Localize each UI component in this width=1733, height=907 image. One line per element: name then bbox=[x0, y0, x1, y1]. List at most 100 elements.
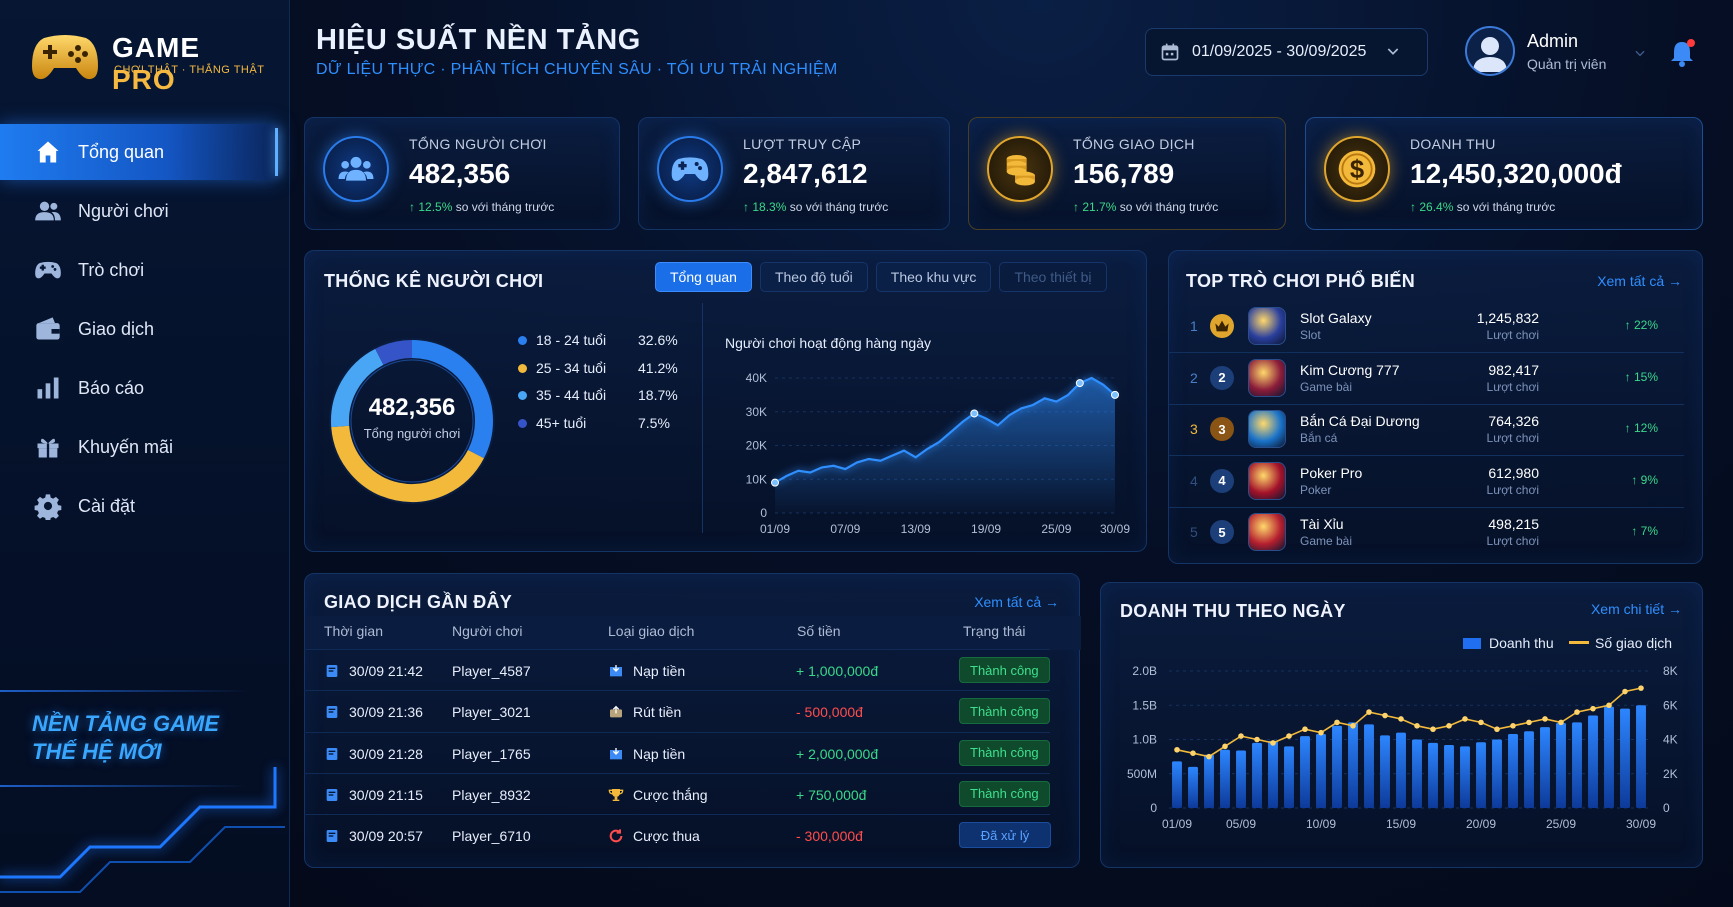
cell-time: 30/09 21:28 bbox=[324, 746, 423, 762]
legend-swatch bbox=[1569, 641, 1589, 644]
list-item[interactable]: 3 3 Bắn Cá Đại Dương Bắn cá 764,326 Lượt chơi… bbox=[1168, 405, 1684, 456]
game-thumbnail bbox=[1248, 461, 1286, 500]
legend-value: 32.6% bbox=[638, 332, 678, 348]
bar bbox=[1332, 725, 1342, 808]
game-plays: 1,245,832 bbox=[1476, 310, 1539, 326]
cell-player: Player_1765 bbox=[452, 745, 531, 762]
y-tick-label: 40K bbox=[746, 371, 767, 385]
table-row[interactable]: 30/09 21:42 Player_4587 Nạp tiền + 1,000,00… bbox=[304, 649, 1050, 690]
status-badge: Đã xử lý bbox=[959, 822, 1051, 849]
sidebar-item-players[interactable]: Người chơi bbox=[0, 183, 278, 239]
page-title: HIỆU SUẤT NỀN TẢNG bbox=[316, 24, 641, 56]
data-point bbox=[1238, 733, 1244, 739]
sidebar-slogan: NỀN TẢNG GAME THẾ HỆ MỚI bbox=[32, 711, 219, 764]
avatar bbox=[1465, 26, 1515, 76]
bar bbox=[1188, 766, 1198, 808]
data-point bbox=[1574, 709, 1580, 715]
list-item[interactable]: 4 4 Poker Pro Poker 612,980 Lượt chơi ↑ 9% bbox=[1168, 457, 1684, 508]
game-thumbnail bbox=[1248, 410, 1286, 448]
rank-badge bbox=[1210, 314, 1234, 338]
rank-badge: 4 bbox=[1210, 468, 1234, 493]
bar bbox=[1604, 706, 1614, 808]
donut-slice-4 bbox=[375, 340, 413, 366]
kpi-label: DOANH THU bbox=[1410, 136, 1496, 152]
sidebar-item-reports[interactable]: Báo cáo bbox=[0, 360, 278, 416]
data-point bbox=[1446, 723, 1452, 729]
game-trend: ↑ 7% bbox=[1631, 524, 1658, 538]
legend-swatch bbox=[1463, 638, 1481, 649]
kpi-card-transactions[interactable]: TỔNG GIAO DỊCH 156,789 ↑ 21.7% so với th… bbox=[968, 117, 1286, 230]
table-row[interactable]: 30/09 21:28 Player_1765 Nạp tiền + 2,000,00… bbox=[304, 731, 1050, 773]
sidebar-item-games[interactable]: Trò chơi bbox=[0, 242, 278, 298]
page-subtitle: DỮ LIỆU THỰC · PHÂN TÍCH CHUYÊN SÂU · TỐ… bbox=[316, 61, 838, 78]
list-item[interactable]: 1 Slot Galaxy Slot 1,245,832 Lượt chơi ↑ 22% bbox=[1168, 302, 1684, 353]
user-avatar-icon bbox=[1473, 37, 1507, 72]
time-text: 30/09 20:57 bbox=[349, 828, 423, 845]
table-row[interactable]: 30/09 20:57 Player_6710 Cược thua - 300,000… bbox=[304, 814, 1051, 855]
user-menu[interactable]: Admin Quản trị viên bbox=[1465, 26, 1665, 80]
kpi-icon: $ bbox=[1324, 136, 1390, 202]
sidebar: GAME PRO CHƠI THẬT · THẮNG THẬT Tổng qua… bbox=[0, 0, 290, 907]
data-point bbox=[1111, 390, 1119, 399]
cell-amount: + 2,000,000đ bbox=[796, 745, 879, 762]
cell-player: Player_3021 bbox=[452, 704, 531, 721]
divider bbox=[0, 785, 250, 787]
x-tick-label: 30/09 bbox=[1626, 817, 1656, 831]
sidebar-item-settings[interactable]: Cài đặt bbox=[0, 478, 278, 534]
rank-badge: 2 bbox=[1210, 365, 1234, 390]
view-all-games-link[interactable]: Xem tất cả → bbox=[1597, 273, 1682, 289]
date-range-picker[interactable]: 01/09/2025 - 30/09/2025 bbox=[1145, 28, 1428, 76]
legend-item: 35 - 44 tuổi 18.7% bbox=[518, 387, 678, 403]
sidebar-item-label: Cài đặt bbox=[78, 495, 136, 516]
donut-slice-2 bbox=[331, 425, 484, 502]
kpi-card-players[interactable]: TỔNG NGƯỜI CHƠI 482,356 ↑ 12.5% so với t… bbox=[304, 117, 620, 230]
data-point bbox=[1174, 746, 1180, 753]
legend-value: 18.7% bbox=[638, 387, 678, 403]
kpi-card-visits[interactable]: LƯỢT TRUY CẬP 2,847,612 ↑ 18.3% so với t… bbox=[638, 117, 950, 230]
sidebar-item-transactions[interactable]: Giao dịch bbox=[0, 301, 278, 357]
legend-dot bbox=[518, 418, 527, 428]
tab-by-device[interactable]: Theo thiết bị bbox=[999, 262, 1107, 292]
list-item[interactable]: 2 2 Kim Cương 777 Game bài 982,417 Lượt chơi ↑… bbox=[1168, 354, 1684, 405]
cell-player: Player_4587 bbox=[452, 663, 531, 679]
brand-logo[interactable]: GAME PRO CHƠI THẬT · THẮNG THẬT bbox=[30, 28, 270, 95]
data-point bbox=[1222, 743, 1228, 750]
data-point bbox=[1350, 723, 1356, 729]
player-stats-panel: THỐNG KÊ NGƯỜI CHƠI 482,356 Tổng người c… bbox=[304, 250, 1147, 552]
kpi-label: TỔNG NGƯỜI CHƠI bbox=[409, 136, 547, 152]
tab-by-age[interactable]: Theo độ tuổi bbox=[759, 262, 868, 292]
kpi-card-revenue[interactable]: $ DOANH THU 12,450,320,000đ ↑ 26.4% so v… bbox=[1305, 117, 1703, 230]
time-text: 30/09 21:28 bbox=[349, 745, 423, 762]
x-tick-label: 25/09 bbox=[1041, 522, 1071, 536]
bar bbox=[1380, 735, 1390, 808]
bar bbox=[1492, 739, 1502, 808]
data-point bbox=[1398, 716, 1404, 722]
game-plays-unit: Lượt chơi bbox=[1486, 328, 1539, 342]
view-all-transactions-link[interactable]: Xem tất cả → bbox=[974, 594, 1059, 610]
tab-overview[interactable]: Tổng quan bbox=[655, 262, 752, 292]
bar bbox=[1572, 722, 1582, 808]
rank-number: 3 bbox=[1190, 421, 1198, 437]
donut-slice-1 bbox=[411, 340, 493, 459]
tab-by-region[interactable]: Theo khu vực bbox=[875, 262, 992, 292]
table-row[interactable]: 30/09 21:36 Player_3021 Rút tiền - 500,000đ… bbox=[304, 690, 1050, 731]
column-header-player: Người chơi bbox=[452, 623, 523, 639]
x-tick-label: 05/09 bbox=[1226, 817, 1256, 831]
y-tick-label-right: 8K bbox=[1663, 664, 1678, 678]
sidebar-item-promotions[interactable]: Khuyến mãi bbox=[0, 419, 278, 475]
bell-icon[interactable] bbox=[1668, 38, 1696, 68]
data-point bbox=[1414, 723, 1420, 729]
wallet-icon bbox=[36, 317, 60, 340]
rank-number: 4 bbox=[1190, 472, 1198, 489]
sidebar-item-label: Người chơi bbox=[78, 200, 169, 221]
view-detail-link[interactable]: Xem chi tiết → bbox=[1590, 601, 1682, 617]
sidebar-item-overview[interactable]: Tổng quan bbox=[0, 124, 278, 180]
y-tick-label-left: 0 bbox=[1150, 801, 1157, 815]
table-row[interactable]: 30/09 21:15 Player_8932 Cược thắng + 750,00… bbox=[304, 772, 1050, 814]
cell-amount: + 750,000đ bbox=[796, 786, 867, 803]
x-tick-label: 13/09 bbox=[901, 522, 931, 536]
list-item[interactable]: 5 5 Tài Xỉu Game bài 498,215 Lượt chơi ↑ 7% bbox=[1168, 508, 1684, 559]
donut-slice-3 bbox=[331, 348, 384, 428]
deposit-icon bbox=[610, 747, 622, 759]
data-point bbox=[1302, 726, 1308, 733]
